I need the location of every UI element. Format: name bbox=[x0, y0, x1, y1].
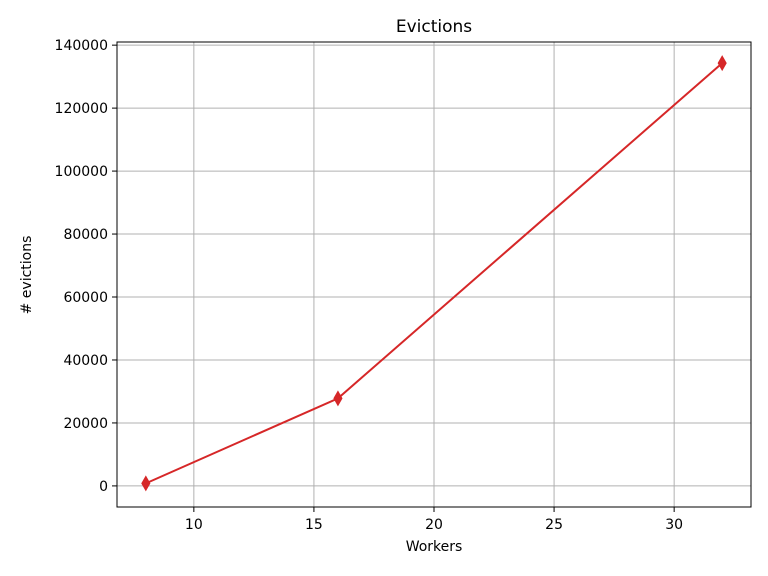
x-tick-label: 15 bbox=[305, 517, 323, 533]
chart-title: Evictions bbox=[396, 17, 472, 37]
y-tick-label: 60000 bbox=[63, 290, 108, 306]
series-layer bbox=[141, 55, 727, 492]
x-axis-ticks: 10 15 20 25 30 bbox=[185, 507, 683, 533]
y-tick-label: 120000 bbox=[55, 101, 108, 117]
grid bbox=[117, 42, 751, 507]
y-tick-label: 100000 bbox=[55, 164, 108, 180]
x-tick-label: 20 bbox=[425, 517, 443, 533]
y-tick-label: 40000 bbox=[63, 353, 108, 369]
y-axis-label: # evictions bbox=[19, 236, 35, 315]
y-tick-label: 140000 bbox=[55, 38, 108, 54]
y-tick-label: 80000 bbox=[63, 227, 108, 243]
x-tick-label: 25 bbox=[545, 517, 563, 533]
x-tick-label: 10 bbox=[185, 517, 203, 533]
data-point-marker bbox=[717, 55, 727, 72]
y-tick-label: 20000 bbox=[63, 416, 108, 432]
x-axis-label: Workers bbox=[406, 539, 463, 555]
y-axis-ticks: 0 20000 40000 60000 80000 100000 120000 140000 bbox=[55, 38, 117, 495]
plot-frame bbox=[116, 41, 752, 508]
data-point-marker bbox=[333, 390, 343, 407]
y-tick-label: 0 bbox=[99, 479, 108, 495]
data-point-marker bbox=[141, 475, 151, 492]
x-tick-label: 30 bbox=[665, 517, 683, 533]
